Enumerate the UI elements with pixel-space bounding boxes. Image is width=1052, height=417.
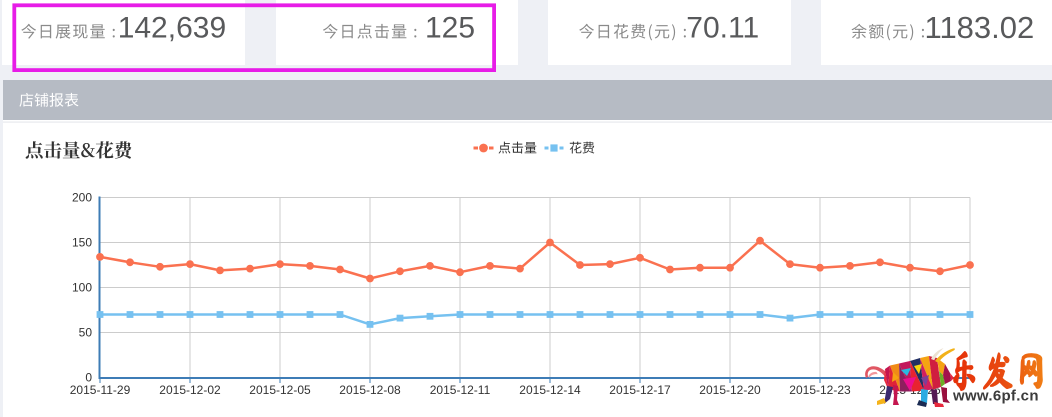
svg-text:2015-12-02: 2015-12-02 (159, 383, 221, 397)
svg-text:150: 150 (72, 236, 92, 250)
svg-text:2015-12-14: 2015-12-14 (519, 383, 581, 397)
svg-text:142,639: 142,639 (118, 12, 226, 45)
svg-text:2015-12-23: 2015-12-23 (789, 383, 851, 397)
svg-text:200: 200 (72, 191, 92, 205)
svg-text:2015-12-17: 2015-12-17 (609, 383, 671, 397)
svg-text:125: 125 (425, 12, 475, 45)
svg-text:www.6pf.cn: www.6pf.cn (952, 388, 1039, 405)
svg-text:2015-12-08: 2015-12-08 (339, 383, 401, 397)
svg-text:2015-12-11: 2015-12-11 (430, 383, 491, 397)
svg-text:0: 0 (85, 371, 92, 385)
svg-text:100: 100 (72, 281, 92, 295)
svg-text:50: 50 (79, 326, 93, 340)
svg-text:2015-11-29: 2015-11-29 (70, 383, 131, 397)
svg-text:70.11: 70.11 (686, 12, 759, 45)
svg-text:2015-12-20: 2015-12-20 (699, 383, 761, 397)
svg-text:2015-12-05: 2015-12-05 (249, 383, 311, 397)
svg-text:1183.02: 1183.02 (925, 10, 1035, 45)
